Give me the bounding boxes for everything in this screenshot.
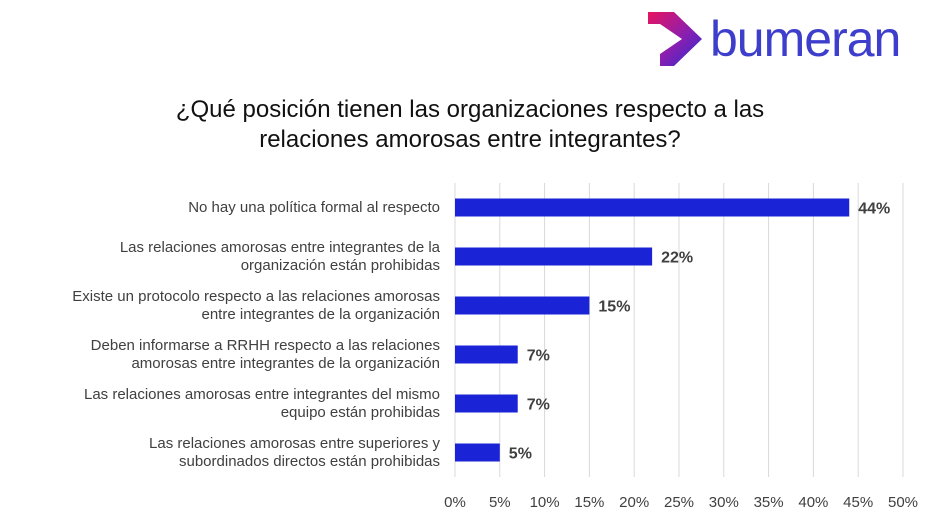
- category-label-line: Las relaciones amorosas entre integrante…: [83, 385, 440, 403]
- category-label: Las relaciones amorosas entre superiores…: [10, 435, 440, 471]
- bumeran-wordmark: bumeran: [710, 11, 901, 67]
- category-label: Existe un protocolo respecto a las relac…: [10, 288, 440, 324]
- bar: [455, 247, 653, 266]
- bar-value-label: 5%: [509, 446, 532, 463]
- x-tick-label: 25%: [664, 494, 694, 511]
- category-label: Las relaciones amorosas entre integrante…: [10, 386, 440, 422]
- category-label: Las relaciones amorosas entre integrante…: [10, 239, 440, 275]
- bar-chart: 0% 5% 10% 15% 20% 25% 30% 35% 40% 45% 50% 44% 22% 15%…: [0, 175, 940, 527]
- chart-plot-area: 0% 5% 10% 15% 20% 25% 30% 35% 40% 45% 50% 44% 22% 15%…: [444, 183, 918, 511]
- category-label-line: No hay una política formal al respecto: [188, 198, 440, 216]
- category-label-line: Existe un protocolo respecto a las relac…: [72, 287, 440, 305]
- bar-value-label: 7%: [527, 348, 550, 365]
- category-label-line: Las relaciones amorosas entre integrante…: [119, 238, 440, 256]
- x-tick-label: 40%: [798, 494, 828, 511]
- x-tick-label: 30%: [709, 494, 739, 511]
- x-tick-label: 5%: [489, 494, 511, 511]
- bar-value-label: 44%: [858, 201, 890, 218]
- bumeran-logo: bumeran: [644, 8, 936, 70]
- chart-title-line-1: ¿Qué posición tienen las organizaciones …: [175, 96, 765, 123]
- x-tick-label: 35%: [754, 494, 784, 511]
- bumeran-logo-mark-icon: [648, 12, 702, 66]
- category-label-line: Deben informarse a RRHH respecto a las r…: [90, 336, 440, 354]
- chart-title-line-2: relaciones amorosas entre integrantes?: [259, 126, 681, 153]
- bar: [455, 443, 500, 462]
- category-label-line: subordinados directos están prohibidas: [179, 452, 440, 470]
- category-label-line: Las relaciones amorosas entre superiores…: [149, 434, 440, 452]
- category-label: Deben informarse a RRHH respecto a las r…: [10, 337, 440, 373]
- bar-value-label: 7%: [527, 397, 550, 414]
- category-label-line: organización están prohibidas: [240, 256, 440, 274]
- x-tick-label: 50%: [888, 494, 918, 511]
- category-label-line: equipo están prohibidas: [280, 403, 440, 421]
- x-tick-label: 20%: [619, 494, 649, 511]
- bar: [455, 394, 518, 413]
- x-tick-label: 15%: [574, 494, 604, 511]
- bar: [455, 198, 850, 217]
- category-label-line: entre integrantes de la organización: [201, 305, 441, 323]
- bar-value-label: 22%: [661, 250, 693, 267]
- x-tick-label: 10%: [530, 494, 560, 511]
- bar-value-label: 15%: [598, 299, 630, 316]
- x-tick-label: 0%: [444, 494, 466, 511]
- category-label-line: amorosas entre integrantes de la organiz…: [131, 354, 440, 372]
- bar: [455, 296, 590, 315]
- x-tick-label: 45%: [843, 494, 873, 511]
- chart-title: ¿Qué posición tienen las organizaciones …: [80, 95, 860, 155]
- bar: [455, 345, 518, 364]
- category-label: No hay una política formal al respecto: [10, 199, 440, 217]
